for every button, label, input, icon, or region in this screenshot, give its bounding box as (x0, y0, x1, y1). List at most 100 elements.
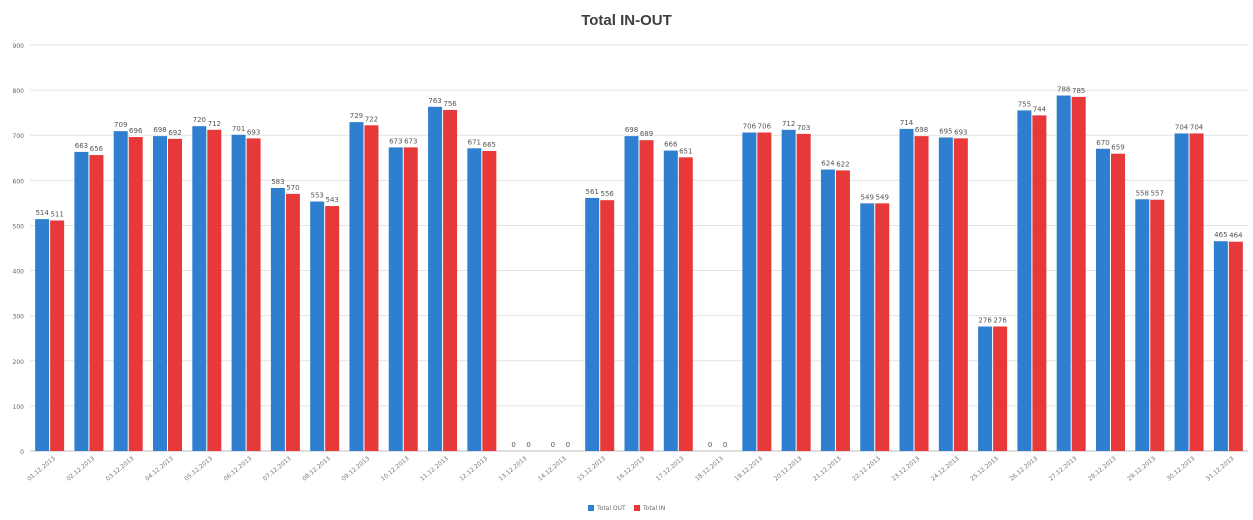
bar-total-in (1150, 199, 1165, 451)
bar-total-out (113, 131, 128, 451)
bar-total-in (364, 125, 379, 451)
x-tick-label: 19.12.2013 (733, 455, 764, 483)
bar-total-in (325, 206, 340, 451)
bar-total-in (482, 151, 497, 451)
data-label-total-in: 464 (1229, 232, 1243, 240)
data-label-total-out: 624 (821, 160, 835, 168)
x-tick-label: 23.12.2013 (890, 455, 921, 483)
bar-total-out (1213, 241, 1228, 451)
bar-total-out (467, 148, 482, 451)
bar-total-out (781, 129, 796, 451)
x-tick-label: 22.12.2013 (851, 455, 882, 483)
data-label-total-out: 553 (310, 192, 323, 200)
bar-total-in (1110, 153, 1125, 451)
data-label-total-in: 511 (50, 210, 63, 218)
legend-label-total-out: Total OUT (596, 505, 626, 512)
bar-total-out (663, 150, 678, 451)
x-tick-label: 09.12.2013 (340, 455, 371, 483)
data-label-total-out: 514 (35, 209, 49, 217)
data-label-total-out: 0 (708, 441, 712, 449)
data-label-total-in: 698 (915, 126, 928, 134)
y-tick-label: 700 (13, 133, 25, 140)
data-label-total-in: 622 (836, 160, 849, 168)
x-tick-label: 21.12.2013 (812, 455, 843, 483)
data-label-total-out: 0 (551, 441, 555, 449)
data-label-total-in: 756 (443, 100, 457, 108)
bar-total-out (310, 201, 325, 451)
y-tick-label: 400 (13, 269, 25, 276)
x-tick-label: 10.12.2013 (380, 455, 411, 483)
bar-total-in (993, 326, 1008, 451)
bar-total-in (600, 200, 615, 451)
data-label-total-in: 706 (758, 123, 772, 131)
bar-total-in (757, 132, 772, 451)
bar-total-out (742, 132, 757, 451)
y-tick-label: 800 (13, 88, 25, 95)
data-label-total-out: 712 (782, 120, 795, 128)
bar-total-in (1071, 96, 1086, 451)
data-label-total-out: 465 (1214, 231, 1227, 239)
bar-total-in (953, 138, 968, 451)
data-label-total-in: 543 (325, 196, 338, 204)
x-tick-label: 16.12.2013 (615, 455, 646, 483)
x-tick-label: 13.12.2013 (498, 455, 529, 483)
data-label-total-in: 0 (526, 441, 530, 449)
data-label-total-in: 696 (129, 127, 143, 135)
data-label-total-out: 549 (861, 193, 874, 201)
x-tick-label: 17.12.2013 (655, 455, 686, 483)
bar-total-out (35, 219, 50, 451)
bar-total-out (860, 203, 875, 451)
data-label-total-out: 276 (978, 316, 992, 324)
data-label-total-out: 558 (1136, 189, 1149, 197)
bar-total-out (349, 122, 364, 451)
bar-total-out (1056, 95, 1071, 451)
x-tick-label: 03.12.2013 (105, 455, 136, 483)
bar-total-out (231, 134, 246, 451)
bar-total-in (1032, 115, 1047, 451)
data-label-total-out: 709 (114, 121, 127, 129)
x-tick-label: 12.12.2013 (458, 455, 489, 483)
data-label-total-in: 570 (286, 184, 299, 192)
y-tick-label: 100 (13, 404, 25, 411)
x-tick-label: 26.12.2013 (1008, 455, 1039, 483)
x-tick-label: 14.12.2013 (537, 455, 568, 483)
data-label-total-out: 729 (350, 112, 363, 120)
data-label-total-out: 763 (428, 97, 441, 105)
y-tick-label: 500 (13, 223, 25, 230)
bar-total-in (1228, 241, 1243, 451)
data-label-total-out: 695 (939, 127, 952, 135)
bar-total-out (388, 147, 403, 451)
data-label-total-out: 670 (1096, 139, 1109, 147)
bar-total-in (285, 193, 300, 451)
bar-total-out (899, 128, 914, 451)
bar-total-out (1017, 110, 1032, 452)
bar-total-in (89, 155, 104, 451)
bar-total-out (978, 326, 993, 451)
x-tick-label: 06.12.2013 (223, 455, 254, 483)
data-label-total-in: 557 (1151, 190, 1164, 198)
data-label-total-in: 0 (723, 441, 727, 449)
x-tick-label: 07.12.2013 (262, 455, 293, 483)
x-tick-label: 28.12.2013 (1087, 455, 1118, 483)
x-tick-label: 27.12.2013 (1048, 455, 1079, 483)
data-label-total-in: 673 (404, 137, 417, 145)
bar-total-in (443, 109, 458, 452)
data-label-total-in: 722 (365, 115, 378, 123)
data-label-total-in: 276 (993, 316, 1007, 324)
data-label-total-out: 671 (468, 138, 481, 146)
bar-total-in (875, 203, 890, 451)
data-label-total-in: 659 (1111, 144, 1124, 152)
data-label-total-out: 701 (232, 125, 245, 133)
x-tick-label: 05.12.2013 (183, 455, 214, 483)
bar-total-in (639, 140, 654, 451)
bar-total-out (938, 137, 953, 451)
data-label-total-out: 706 (743, 123, 757, 131)
data-label-total-out: 673 (389, 137, 402, 145)
y-tick-label: 600 (13, 178, 25, 185)
bar-total-out (1095, 148, 1110, 451)
data-label-total-in: 693 (954, 128, 967, 136)
bar-total-in (403, 147, 418, 451)
y-tick-label: 900 (13, 43, 25, 50)
